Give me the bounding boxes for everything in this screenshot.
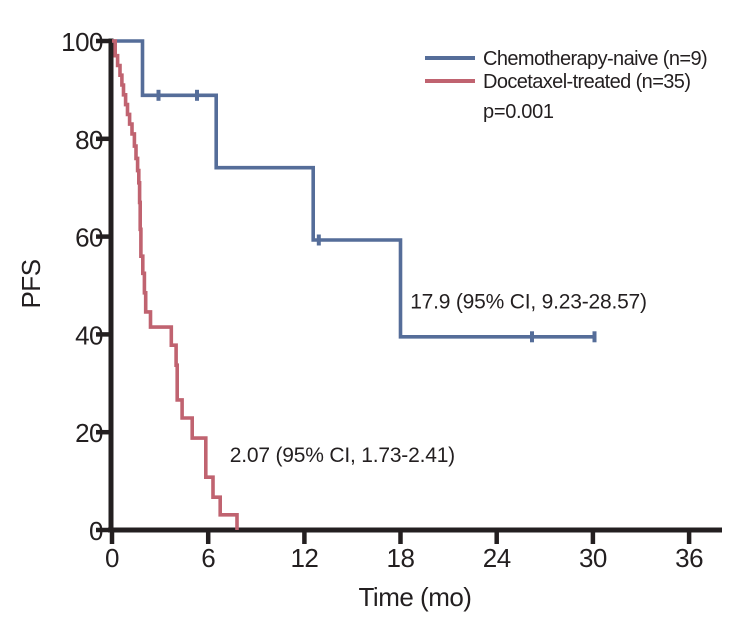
median-annotation-1: 2.07 (95% CI, 1.73-2.41): [230, 444, 455, 467]
series-docetaxel-treated-n-35: [112, 39, 239, 530]
x-tick-label: 24: [483, 543, 511, 573]
series-chemotherapy-naive-n-9: [112, 39, 597, 343]
median-annotation-0: 17.9 (95% CI, 9.23-28.57): [410, 291, 647, 314]
x-axis-title: Time (mo): [359, 582, 472, 612]
y-tick-label: 40: [75, 320, 103, 350]
legend-label: Docetaxel-treated (n=35): [483, 71, 690, 93]
y-tick-label: 100: [61, 27, 103, 57]
x-tick-label: 30: [579, 543, 607, 573]
p-value-label: p=0.001: [483, 101, 554, 123]
legend-label: Chemotherapy-naive (n=9): [483, 48, 707, 70]
survival-curve-docetaxel-treated-n-35: [112, 39, 239, 530]
y-tick-label: 0: [89, 516, 103, 546]
survival-curve-chemotherapy-naive-n-9: [112, 39, 595, 339]
x-tick-label: 36: [675, 543, 703, 573]
y-axis-title: PFS: [16, 259, 46, 308]
y-tick-label: 80: [75, 125, 103, 155]
x-tick-label: 0: [105, 543, 119, 573]
y-tick-label: 60: [75, 223, 103, 253]
x-tick-label: 6: [201, 543, 215, 573]
legend: Chemotherapy-naive (n=9)Docetaxel-treate…: [425, 48, 708, 123]
axes: 0 6 12 18 24 30 36 0 20 40 60 80 100: [61, 27, 722, 573]
y-tick-label: 20: [75, 418, 103, 448]
x-tick-label: 18: [387, 543, 415, 573]
x-tick-label: 12: [290, 543, 318, 573]
